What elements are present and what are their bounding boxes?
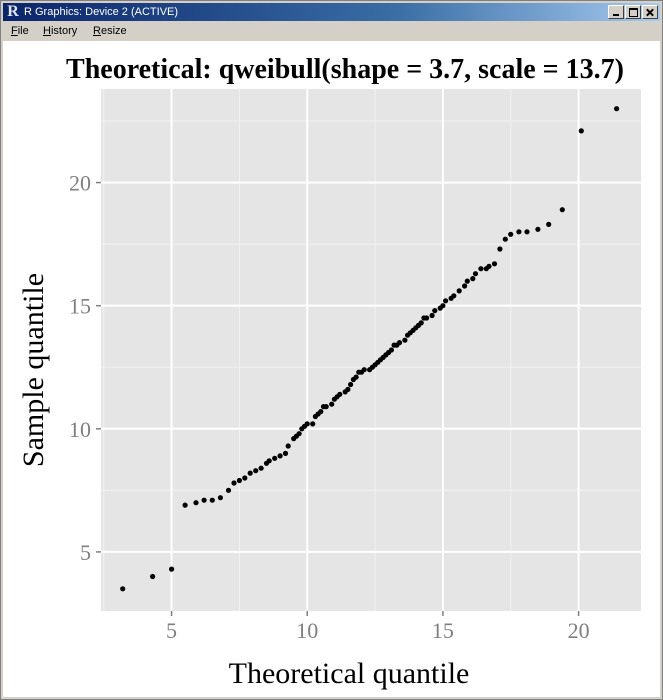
- data-point: [353, 374, 359, 380]
- maximize-button[interactable]: [625, 5, 641, 19]
- data-point: [323, 404, 329, 410]
- x-tick-label: 20: [568, 618, 590, 643]
- menu-file[interactable]: File: [11, 25, 29, 37]
- menu-history[interactable]: History: [43, 25, 78, 37]
- data-point: [169, 566, 175, 572]
- data-point: [424, 315, 430, 321]
- data-point: [432, 308, 438, 314]
- data-point: [277, 453, 283, 459]
- data-point: [242, 475, 248, 481]
- data-point: [296, 431, 302, 437]
- data-point: [258, 465, 264, 471]
- data-point: [345, 386, 351, 392]
- data-point: [282, 450, 289, 456]
- close-button[interactable]: [642, 5, 658, 19]
- data-point: [502, 236, 508, 242]
- x-tick-label: 15: [432, 618, 454, 643]
- data-point: [272, 455, 278, 461]
- menu-bar: File History Resize: [3, 22, 660, 40]
- menu-resize[interactable]: Resize: [93, 25, 127, 37]
- data-points: [120, 106, 620, 592]
- maximize-icon: [626, 6, 640, 18]
- data-point: [337, 391, 343, 397]
- data-point: [491, 261, 498, 267]
- data-point: [418, 320, 424, 326]
- data-point: [516, 229, 522, 235]
- data-point: [253, 468, 259, 474]
- data-point: [193, 500, 199, 506]
- data-point: [462, 283, 468, 289]
- data-point: [464, 278, 470, 284]
- data-point: [120, 586, 126, 592]
- data-point: [440, 303, 446, 309]
- plot-panel: [101, 89, 641, 611]
- x-axis-label: Theoretical quantile: [229, 657, 470, 690]
- major-gridlines: [101, 89, 641, 611]
- data-point: [388, 347, 394, 353]
- minimize-button[interactable]: [608, 5, 624, 19]
- x-axis: 5 10 15 20: [166, 611, 590, 643]
- y-tick-label: 15: [69, 294, 91, 319]
- data-point: [361, 367, 367, 373]
- data-point: [150, 573, 156, 580]
- data-point: [217, 495, 223, 501]
- x-tick-label: 10: [296, 618, 318, 643]
- data-point: [443, 298, 449, 304]
- y-axis: 5 10 15 20: [69, 171, 101, 565]
- data-point: [472, 271, 479, 277]
- qq-plot: 5 10 15 20 5 10 15 20 Theoretical: qweibull(sh…: [17, 54, 641, 690]
- r-logo-icon: R: [7, 3, 19, 20]
- data-point: [559, 207, 565, 213]
- chart-title: Theoretical: qweibull(shape = 3.7, scale…: [66, 54, 624, 85]
- data-point: [396, 340, 403, 346]
- data-point: [201, 497, 207, 503]
- data-point: [486, 263, 492, 269]
- data-point: [524, 229, 530, 235]
- y-axis-label: Sample quantile: [17, 273, 50, 467]
- data-point: [209, 497, 215, 503]
- data-point: [456, 288, 462, 294]
- data-point: [470, 276, 476, 282]
- data-point: [304, 421, 310, 427]
- close-icon: [643, 6, 657, 18]
- data-point: [402, 337, 408, 343]
- data-point: [225, 487, 232, 493]
- minimize-icon: [609, 6, 623, 18]
- data-point: [236, 477, 242, 484]
- data-point: [614, 106, 620, 112]
- graphics-device: 5 10 15 20 5 10 15 20 Theoretical: qweibull(sh…: [3, 41, 660, 697]
- title-bar[interactable]: R R Graphics: Device 2 (ACTIVE): [3, 3, 660, 21]
- data-point: [451, 293, 457, 299]
- data-point: [247, 470, 253, 476]
- data-point: [329, 401, 335, 407]
- data-point: [429, 312, 435, 319]
- data-point: [535, 226, 541, 232]
- y-tick-label: 20: [69, 171, 91, 196]
- y-tick-label: 5: [80, 540, 91, 565]
- data-point: [285, 443, 291, 449]
- data-point: [182, 502, 188, 508]
- data-point: [578, 128, 584, 134]
- data-point: [348, 381, 354, 388]
- y-tick-label: 10: [69, 417, 91, 442]
- data-point: [508, 231, 514, 237]
- data-point: [266, 458, 272, 464]
- data-point: [478, 266, 484, 272]
- data-point: [546, 221, 552, 227]
- data-point: [231, 480, 237, 486]
- x-tick-label: 5: [166, 618, 177, 643]
- data-point: [318, 409, 324, 415]
- window-title: R Graphics: Device 2 (ACTIVE): [24, 6, 179, 18]
- data-point: [497, 246, 503, 252]
- data-point: [310, 421, 316, 427]
